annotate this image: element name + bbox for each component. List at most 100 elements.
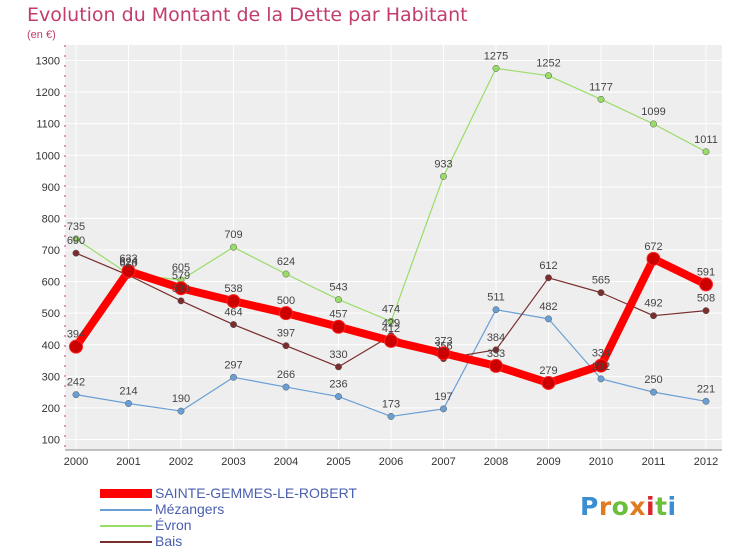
series-point-2 xyxy=(387,317,395,325)
series-point-3 xyxy=(492,346,500,354)
data-label-0: 412 xyxy=(382,323,400,335)
data-label-3: 397 xyxy=(277,328,295,340)
series-point-2 xyxy=(545,72,552,80)
data-label-2: 624 xyxy=(277,256,295,268)
data-label-1: 511 xyxy=(487,292,505,304)
series-point-3 xyxy=(282,342,290,350)
series-point-2 xyxy=(335,296,342,304)
x-tick-label: 2011 xyxy=(642,456,666,468)
data-label-2: 1011 xyxy=(694,134,718,146)
data-label-0: 633 xyxy=(119,253,137,265)
data-label-1: 214 xyxy=(119,385,137,397)
data-label-1: 173 xyxy=(382,398,400,410)
y-tick-label: 100 xyxy=(42,435,60,447)
y-tick-label: 600 xyxy=(42,277,60,289)
data-label-0: 672 xyxy=(644,241,662,253)
data-label-0: 500 xyxy=(277,295,295,307)
series-point-0 xyxy=(226,294,241,309)
series-point-1 xyxy=(492,306,500,314)
legend-swatch-1 xyxy=(100,509,152,511)
series-point-1 xyxy=(650,388,657,396)
series-point-1 xyxy=(545,315,552,323)
series-point-1 xyxy=(230,373,237,381)
data-label-1: 190 xyxy=(172,393,190,405)
data-label-1: 242 xyxy=(67,377,85,389)
series-point-1 xyxy=(440,405,447,413)
series-point-2 xyxy=(492,64,500,72)
data-label-2: 933 xyxy=(434,158,452,170)
series-point-3 xyxy=(597,289,605,297)
y-tick-label: 300 xyxy=(42,371,60,383)
y-tick-label: 1100 xyxy=(36,119,60,131)
series-point-0 xyxy=(279,306,293,321)
legend-label-1: Mézangers xyxy=(155,501,225,517)
data-label-1: 266 xyxy=(277,369,295,381)
series-point-3 xyxy=(335,363,342,371)
series-point-0 xyxy=(436,346,451,361)
data-label-3: 330 xyxy=(329,349,347,361)
data-label-2: 624 xyxy=(119,256,137,268)
series-point-3 xyxy=(545,274,552,282)
chart-subtitle: (en €) xyxy=(27,29,56,41)
series-point-0 xyxy=(541,375,556,390)
y-tick-label: 400 xyxy=(42,340,60,352)
plot-area xyxy=(65,45,722,450)
data-label-3: 565 xyxy=(592,275,610,287)
legend-swatch-3 xyxy=(100,541,152,543)
series-point-0 xyxy=(174,281,188,296)
data-label-2: 1252 xyxy=(536,58,560,70)
legend-label-3: Bais xyxy=(155,533,183,549)
series-point-0 xyxy=(121,264,136,279)
chart-title: Evolution du Montant de la Dette par Hab… xyxy=(27,4,468,26)
series-point-1 xyxy=(387,412,395,420)
data-label-1: 236 xyxy=(329,379,347,391)
proxiti-logo: Proxiti xyxy=(580,492,677,521)
series-point-0 xyxy=(646,251,661,266)
data-label-3: 620 xyxy=(119,257,137,269)
data-label-2: 735 xyxy=(67,221,85,233)
data-label-2: 1099 xyxy=(641,106,665,118)
legend-swatch-0 xyxy=(100,489,152,498)
y-tick-label: 1000 xyxy=(36,150,60,162)
data-label-3: 384 xyxy=(487,332,505,344)
y-tick-label: 200 xyxy=(42,403,60,415)
series-point-2 xyxy=(440,172,447,180)
data-label-3: 690 xyxy=(67,235,85,247)
data-label-0: 538 xyxy=(224,283,242,295)
data-label-2: 709 xyxy=(224,229,242,241)
series-point-2 xyxy=(650,120,657,128)
series-point-1 xyxy=(597,375,605,383)
y-tick-label: 800 xyxy=(42,213,60,225)
legend-label-0: SAINTE-GEMMES-LE-ROBERT xyxy=(155,485,357,501)
y-tick-label: 500 xyxy=(42,308,60,320)
data-label-0: 457 xyxy=(329,309,347,321)
data-label-3: 612 xyxy=(539,260,557,272)
data-label-1: 197 xyxy=(434,391,452,403)
y-tick-label: 700 xyxy=(42,245,60,257)
x-tick-label: 2006 xyxy=(379,456,403,468)
series-point-0 xyxy=(331,319,346,334)
x-tick-label: 2003 xyxy=(221,456,245,468)
data-label-3: 508 xyxy=(697,293,715,305)
data-label-0: 591 xyxy=(697,266,715,278)
data-label-0: 579 xyxy=(172,270,190,282)
data-label-3: 492 xyxy=(644,298,662,310)
y-tick-label: 1200 xyxy=(36,87,60,99)
data-label-0: 373 xyxy=(434,335,452,347)
x-tick-label: 2007 xyxy=(431,456,455,468)
data-label-3: 429 xyxy=(382,318,400,330)
series-point-1 xyxy=(282,383,290,391)
series-point-1 xyxy=(335,393,342,400)
series-point-0 xyxy=(384,333,398,348)
series-point-2 xyxy=(230,243,237,251)
series-point-2 xyxy=(702,148,710,156)
data-label-2: 543 xyxy=(329,282,347,294)
data-label-0: 334 xyxy=(592,348,610,360)
data-label-2: 474 xyxy=(382,303,400,315)
data-label-2: 605 xyxy=(172,262,190,274)
legend-swatch-2 xyxy=(100,525,152,527)
series-point-1 xyxy=(125,400,132,407)
data-label-1: 292 xyxy=(592,361,610,373)
x-tick-label: 2000 xyxy=(64,456,88,468)
